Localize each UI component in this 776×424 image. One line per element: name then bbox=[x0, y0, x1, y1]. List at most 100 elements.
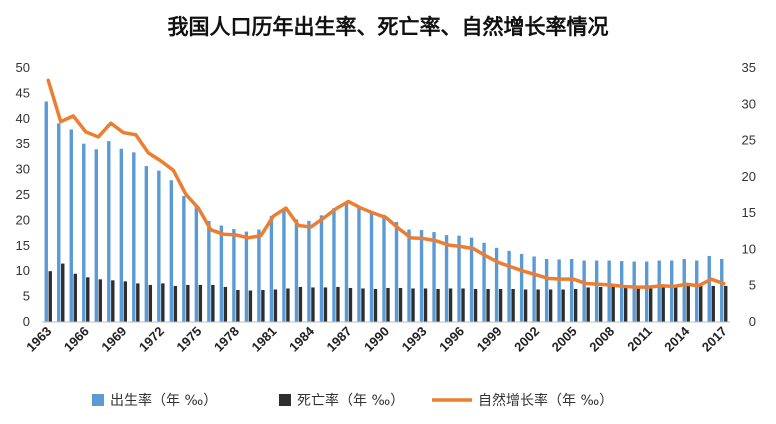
birth-rate-bar bbox=[332, 208, 336, 322]
birth-rate-bar bbox=[132, 152, 136, 322]
birth-rate-bar bbox=[482, 242, 486, 322]
death-rate-bar bbox=[248, 290, 253, 322]
birth-rate-bar bbox=[82, 143, 86, 322]
death-rate-bar bbox=[148, 284, 153, 322]
natural-growth-rate-line bbox=[46, 78, 726, 289]
left-axis-tick-label: 25 bbox=[16, 187, 30, 202]
birth-rate-bar bbox=[194, 205, 199, 322]
left-axis-tick-label: 15 bbox=[16, 238, 30, 253]
death-rate-bar bbox=[361, 288, 365, 322]
birth-rate-bar bbox=[432, 232, 436, 322]
death-rate-bar bbox=[623, 285, 628, 322]
birth-rate-bar bbox=[569, 259, 574, 322]
death-rate-bar bbox=[373, 288, 378, 322]
x-axis-tick-label: 1966 bbox=[61, 324, 92, 355]
left-axis-tick-label: 0 bbox=[23, 314, 30, 329]
death-rate-bar bbox=[598, 286, 603, 322]
death-rate-bar bbox=[711, 285, 715, 322]
birth-rate-bar bbox=[144, 166, 149, 322]
birth-rate-bar bbox=[307, 220, 311, 322]
birth-rate-bar bbox=[519, 253, 524, 322]
birth-rate-bar bbox=[394, 221, 399, 322]
x-axis-tick-label: 2008 bbox=[586, 324, 617, 355]
death-rate-bar bbox=[511, 288, 515, 322]
death-rate-bar bbox=[98, 279, 102, 322]
death-rate-bar bbox=[573, 288, 578, 322]
death-rate-bar bbox=[173, 285, 178, 322]
death-rate-bar bbox=[461, 288, 465, 322]
x-axis-tick-label: 1999 bbox=[474, 324, 505, 355]
death-rate-bar bbox=[161, 283, 165, 322]
left-axis-tick-label: 50 bbox=[16, 60, 30, 75]
legend-item: 自然增长率（年 ‰） bbox=[432, 392, 613, 409]
x-axis-tick-label: 2014 bbox=[661, 323, 693, 355]
left-axis: 0 5 10 15 20 25 30 35 40 45 50 bbox=[16, 60, 30, 329]
birth-rate-bar bbox=[582, 260, 586, 322]
birth-rate-bar bbox=[357, 208, 361, 322]
legend-label: 死亡率（年 ‰） bbox=[297, 392, 404, 409]
legend-swatch bbox=[92, 394, 104, 406]
birth-rate-bar bbox=[157, 170, 161, 322]
death-rate-bar bbox=[386, 287, 390, 322]
death-rate-bar bbox=[648, 285, 653, 322]
right-axis: 0 5 10 15 20 25 30 35 bbox=[742, 60, 756, 329]
death-rate-bar bbox=[686, 285, 690, 322]
death-rate-bar bbox=[61, 263, 65, 322]
birth-rate-bar bbox=[207, 220, 211, 322]
birth-rate-bar bbox=[69, 129, 73, 322]
left-axis-tick-label: 20 bbox=[16, 212, 30, 227]
left-axis-tick-label: 45 bbox=[16, 85, 30, 100]
legend: 出生率（年 ‰） 死亡率（年 ‰） 自然增长率（年 ‰） bbox=[92, 392, 613, 409]
birth-rate-bar bbox=[544, 259, 549, 322]
birth-rate-bar bbox=[107, 141, 111, 322]
birth-rate-bar bbox=[44, 101, 48, 322]
x-axis-tick-label: 1990 bbox=[361, 324, 392, 355]
line-series-group bbox=[46, 78, 726, 289]
death-rate-bar bbox=[273, 289, 278, 322]
birth-rate-bar bbox=[657, 260, 661, 322]
left-axis-tick-label: 40 bbox=[16, 111, 30, 126]
birth-rate-bar bbox=[682, 259, 686, 322]
birth-rate-bar bbox=[419, 230, 424, 322]
x-axis-tick-label: 1987 bbox=[324, 324, 355, 355]
x-axis: 1963 1966 1969 1972 1975 1978 1981 1984 1987 1990… bbox=[23, 323, 730, 355]
left-axis-tick-label: 5 bbox=[23, 289, 30, 304]
x-axis-tick-label: 2011 bbox=[624, 324, 655, 355]
birth-rate-bar bbox=[294, 219, 299, 322]
death-rate-bar bbox=[699, 285, 703, 322]
death-rate-bar bbox=[223, 286, 228, 322]
birth-rate-bar bbox=[94, 149, 98, 322]
death-rate-bar bbox=[636, 285, 640, 322]
birth-rate-bar bbox=[382, 214, 386, 322]
death-rate-bar bbox=[348, 287, 353, 322]
death-rate-bar bbox=[186, 284, 190, 322]
left-axis-tick-label: 35 bbox=[16, 136, 30, 151]
death-rate-bar bbox=[473, 288, 478, 322]
legend-swatch bbox=[279, 394, 291, 406]
death-rate-bar bbox=[136, 283, 140, 322]
death-rate-bar bbox=[398, 287, 403, 322]
death-rate-bar bbox=[486, 288, 490, 322]
x-axis-tick-label: 2002 bbox=[511, 324, 542, 355]
birth-rate-bar bbox=[494, 247, 499, 322]
death-rate-bar bbox=[561, 289, 565, 322]
death-rate-bar bbox=[448, 288, 453, 322]
birth-rate-bar bbox=[369, 212, 374, 322]
death-rate-bar bbox=[323, 287, 328, 322]
birth-rate-bar bbox=[632, 261, 636, 322]
death-rate-bar bbox=[261, 290, 265, 322]
death-rate-bar bbox=[724, 285, 728, 322]
death-rate-bar bbox=[586, 287, 590, 322]
birth-rate-bar bbox=[507, 250, 511, 322]
death-rate-bar bbox=[498, 288, 503, 322]
birth-rate-bar bbox=[282, 208, 286, 322]
death-rate-bar bbox=[674, 285, 678, 322]
right-axis-tick-label: 30 bbox=[742, 96, 756, 111]
death-rate-bar bbox=[523, 289, 528, 322]
birth-rate-bar bbox=[594, 260, 599, 322]
chart-title: 我国人口历年出生率、死亡率、自然增长率情况 bbox=[168, 14, 609, 39]
birth-rate-bar bbox=[244, 231, 249, 322]
birth-rate-bar bbox=[469, 237, 474, 322]
